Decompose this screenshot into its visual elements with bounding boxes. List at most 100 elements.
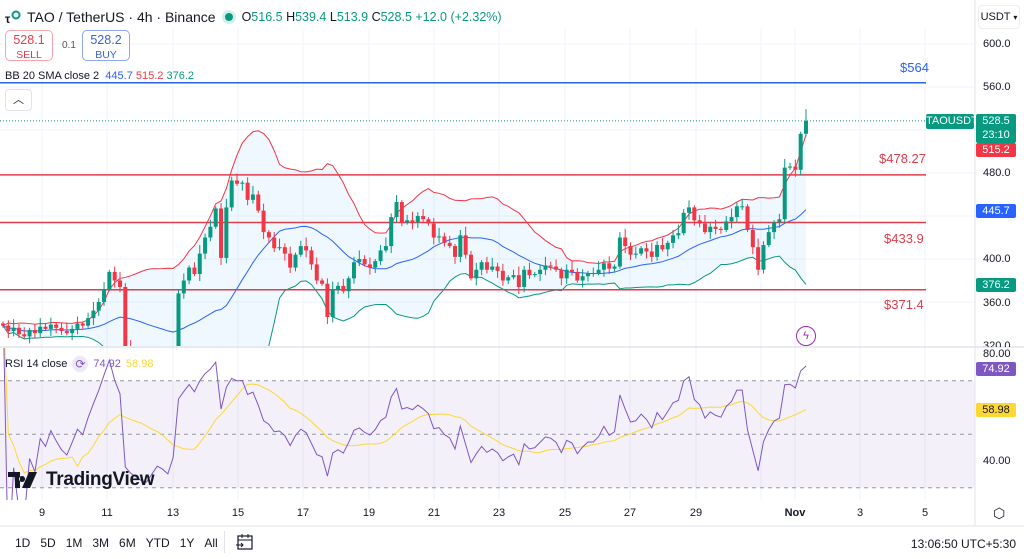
bb-upper-line — [2, 130, 807, 327]
range-1d[interactable]: 1D — [15, 536, 31, 550]
candle-body — [570, 269, 575, 272]
change-value: +12.0 (+2.32%) — [415, 10, 502, 24]
candle-body — [123, 286, 128, 346]
chevron-down-icon: ▾ — [1013, 13, 1018, 22]
candle-body — [681, 212, 686, 234]
bb-basis-line — [2, 209, 807, 333]
candle-body — [655, 245, 660, 257]
rsi-sync-icon[interactable]: ⟳ — [72, 356, 89, 372]
candle-body — [687, 207, 692, 213]
bb-basis-value: 445.7 — [105, 70, 133, 82]
candle-body — [708, 226, 713, 233]
candle-body — [213, 208, 218, 227]
candle-body — [410, 220, 415, 223]
candle-body — [484, 262, 489, 270]
candle-body — [208, 226, 213, 238]
candle-body — [479, 262, 484, 270]
range-toolbar: 1D 5D 1M 3M 6M YTD 1Y All — [10, 536, 223, 550]
range-1m[interactable]: 1M — [65, 536, 83, 550]
toolbar-divider — [224, 531, 225, 553]
rsi-badge: 74.92 — [976, 362, 1016, 376]
candle-body — [580, 276, 585, 281]
candle-body — [261, 210, 266, 233]
range-all[interactable]: All — [204, 536, 218, 550]
level-label-371: $371.4 — [884, 297, 924, 312]
candle-body — [181, 280, 186, 294]
candle-body — [607, 263, 612, 269]
candle-body — [442, 236, 447, 243]
bb-lower-line — [2, 255, 807, 346]
candle-body — [11, 327, 16, 332]
range-1y[interactable]: 1Y — [179, 536, 195, 550]
candle-body — [527, 269, 532, 276]
price-tick: 600.0 — [983, 38, 1011, 50]
candle-body — [6, 325, 11, 332]
time-tick: 19 — [362, 507, 376, 519]
candle-body — [788, 166, 793, 168]
rsi-ma-line — [4, 348, 807, 474]
range-5d[interactable]: 5D — [40, 536, 56, 550]
range-3m[interactable]: 3M — [92, 536, 110, 550]
candle-body — [341, 285, 346, 292]
candle-body — [554, 266, 559, 270]
spread: 0.1 — [62, 40, 76, 51]
lightning-icon[interactable]: ϟ — [796, 326, 816, 346]
candle-body — [734, 206, 739, 218]
settings-icon[interactable]: ⬡ — [993, 505, 1006, 521]
candle-body — [70, 328, 75, 334]
symbol-title[interactable]: TAO / TetherUS · 4h · Binance — [27, 9, 216, 25]
time-tick: 13 — [166, 507, 180, 519]
candle-body — [48, 324, 53, 329]
candle-body — [804, 120, 808, 134]
time-tick: 23 — [492, 507, 506, 519]
currency-dropdown[interactable]: USDT ▾ — [978, 5, 1020, 29]
symbol-header: τ TAO / TetherUS · 4h · Binance O516.5 H… — [5, 7, 502, 27]
candle-body — [117, 280, 122, 287]
range-6m[interactable]: 6M — [119, 536, 136, 550]
bb-fill — [3, 130, 806, 346]
collapse-legend-button[interactable]: ︿ — [5, 89, 32, 111]
candle-body — [516, 275, 521, 287]
candle-body — [383, 246, 388, 251]
time-tick: 27 — [623, 507, 637, 519]
buy-button[interactable]: 528.2 BUY — [82, 30, 130, 61]
candle-body — [336, 285, 341, 291]
candle-body — [559, 269, 564, 279]
rsi-line — [3, 348, 807, 500]
candle-countdown: 23:10 — [982, 129, 1010, 141]
candle-body — [468, 254, 473, 279]
clock: 13:06:50 UTC+5:30 — [910, 537, 1016, 551]
candle-body — [282, 247, 287, 254]
candle-body — [86, 318, 91, 326]
candle-body — [309, 250, 314, 265]
sell-button[interactable]: 528.1 SELL — [5, 30, 53, 61]
candle-body — [245, 182, 250, 200]
candle-body — [538, 269, 543, 275]
candle-body — [585, 272, 590, 277]
candle-body — [43, 326, 48, 329]
candle-body — [298, 246, 303, 255]
candle-body — [458, 235, 463, 257]
candle-body — [702, 223, 707, 233]
candle-body — [649, 251, 654, 257]
candle-body — [155, 358, 159, 363]
candle-body — [330, 290, 335, 318]
range-ytd[interactable]: YTD — [145, 536, 170, 550]
ohlc-values: O516.5 H539.4 L513.9 C528.5 +12.0 (+2.32… — [242, 10, 502, 24]
bb-legend[interactable]: BB 20 SMA close 2 445.7 515.2 376.2 — [5, 70, 194, 82]
logo-text: TradingView — [46, 469, 155, 490]
candle-body — [676, 233, 681, 236]
candle-body — [421, 216, 426, 220]
tradingview-logo[interactable]: TradingView — [8, 469, 155, 491]
candle-body — [745, 206, 750, 230]
candle-body — [697, 220, 702, 224]
candle-body — [724, 221, 729, 230]
candle-body — [229, 180, 234, 208]
candle-body — [623, 237, 628, 247]
candle-body — [224, 207, 229, 258]
candle-body — [761, 245, 766, 270]
candle-body — [500, 270, 505, 281]
calendar-goto-icon[interactable] — [236, 533, 254, 551]
rsi-legend[interactable]: RSI 14 close ⟳ 74.92 58.98 — [5, 356, 153, 372]
